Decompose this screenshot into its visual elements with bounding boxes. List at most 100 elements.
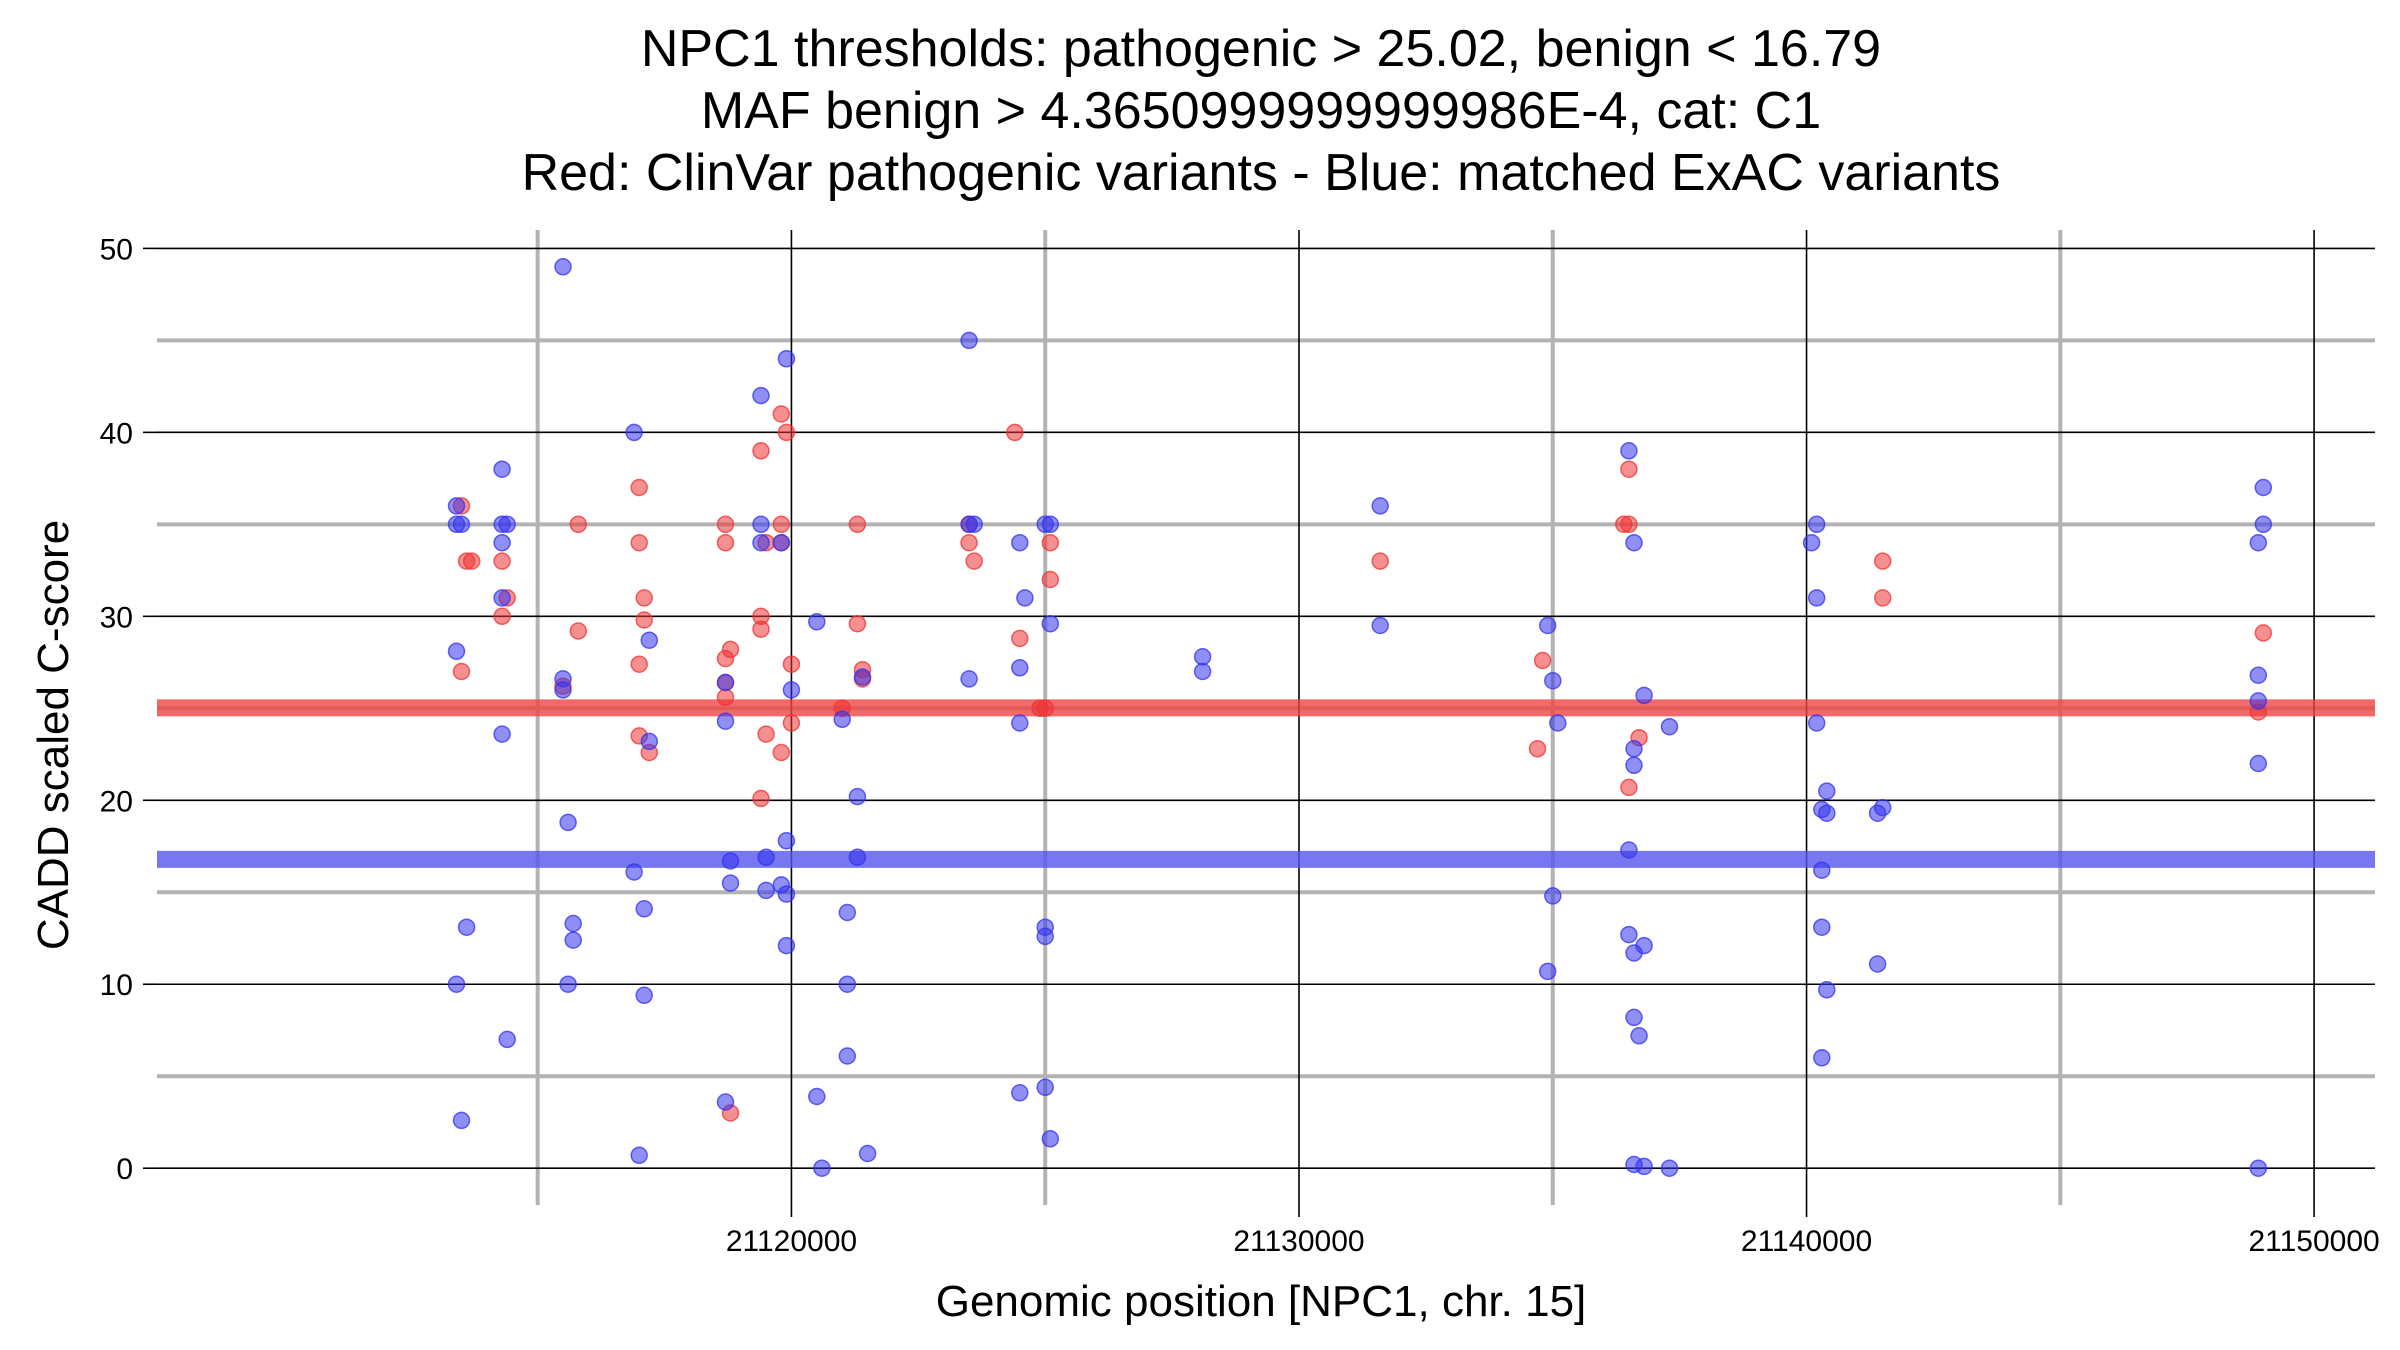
exac-matched-point bbox=[554, 681, 572, 699]
exac-matched-point bbox=[716, 673, 735, 692]
clinvar-pathogenic-point bbox=[2254, 624, 2273, 642]
exac-matched-point bbox=[813, 1159, 831, 1177]
clinvar-pathogenic-point bbox=[1011, 629, 1029, 648]
exac-matched-point bbox=[772, 533, 791, 552]
exac-matched-point bbox=[640, 732, 659, 751]
data-points bbox=[447, 258, 2273, 1177]
exac-matched-point bbox=[1011, 659, 1029, 677]
exac-matched-point bbox=[2249, 754, 2268, 773]
clinvar-pathogenic-point bbox=[721, 640, 740, 659]
clinvar-pathogenic-point bbox=[630, 655, 648, 673]
exac-matched-point bbox=[838, 975, 857, 993]
exac-matched-point bbox=[457, 918, 476, 936]
exac-matched-point bbox=[752, 533, 770, 552]
chart-title-line-1: NPC1 thresholds: pathogenic > 25.02, ben… bbox=[641, 20, 1881, 78]
exac-matched-point bbox=[630, 1146, 648, 1165]
exac-matched-point bbox=[2249, 666, 2268, 684]
clinvar-pathogenic-point bbox=[1873, 589, 1892, 607]
exac-matched-point bbox=[625, 863, 643, 881]
y-axis-title: CADD scaled C-score bbox=[29, 520, 78, 950]
exac-matched-point bbox=[1625, 740, 1643, 758]
exac-matched-point bbox=[960, 670, 978, 688]
y-tick-label: 10 bbox=[100, 969, 133, 1002]
exac-matched-point bbox=[2249, 692, 2268, 710]
clinvar-pathogenic-point bbox=[630, 478, 648, 497]
exac-matched-point bbox=[716, 712, 735, 730]
major-gridlines bbox=[157, 230, 2375, 1205]
exac-matched-point bbox=[1625, 1008, 1643, 1027]
clinvar-pathogenic-point bbox=[716, 533, 735, 552]
exac-matched-point bbox=[853, 668, 872, 686]
exac-matched-point bbox=[757, 848, 775, 867]
exac-matched-point bbox=[635, 986, 653, 1005]
exac-matched-point bbox=[554, 258, 572, 276]
clinvar-pathogenic-point bbox=[635, 589, 653, 607]
exac-matched-point bbox=[777, 832, 796, 850]
exac-matched-point bbox=[1625, 533, 1643, 552]
exac-matched-point bbox=[808, 613, 826, 631]
exac-matched-point bbox=[1011, 1084, 1029, 1102]
clinvar-pathogenic-point bbox=[1041, 533, 1060, 552]
exac-matched-point bbox=[559, 975, 577, 993]
clinvar-pathogenic-point bbox=[1006, 423, 1024, 442]
clinvar-pathogenic-point bbox=[752, 789, 770, 808]
exac-matched-point bbox=[1813, 918, 1831, 936]
exac-matched-point bbox=[716, 1093, 735, 1111]
clinvar-pathogenic-point bbox=[635, 611, 653, 629]
clinvar-pathogenic-point bbox=[848, 515, 867, 534]
clinvar-pathogenic-point bbox=[1620, 515, 1638, 534]
exac-matched-point bbox=[721, 852, 740, 870]
exac-matched-point bbox=[838, 1047, 857, 1065]
exac-matched-point bbox=[2254, 515, 2273, 534]
exac-matched-point bbox=[559, 813, 577, 832]
clinvar-pathogenic-point bbox=[757, 725, 775, 743]
clinvar-pathogenic-point bbox=[1371, 552, 1389, 570]
clinvar-pathogenic-point bbox=[630, 533, 648, 552]
exac-matched-point bbox=[1818, 782, 1836, 800]
exac-matched-point bbox=[1630, 1027, 1648, 1045]
exac-matched-point bbox=[1036, 927, 1054, 946]
x-tick-label: 21140000 bbox=[1741, 1225, 1872, 1258]
exac-matched-point bbox=[2254, 478, 2273, 497]
exac-matched-point bbox=[782, 681, 801, 699]
exac-matched-point bbox=[1544, 671, 1562, 690]
exac-matched-point bbox=[848, 787, 867, 806]
clinvar-pathogenic-point bbox=[716, 515, 735, 534]
exac-matched-point bbox=[1807, 714, 1826, 732]
exac-matched-point bbox=[965, 515, 983, 534]
clinvar-pathogenic-point bbox=[493, 607, 511, 626]
exac-matched-point bbox=[777, 350, 796, 368]
clinvar-pathogenic-point bbox=[1528, 740, 1547, 758]
y-axis: 0 10 20 30 40 50 bbox=[100, 233, 157, 1186]
exac-matched-point bbox=[1011, 533, 1029, 552]
chart-title: NPC1 thresholds: pathogenic > 25.02, ben… bbox=[522, 20, 2001, 202]
exac-matched-point bbox=[452, 515, 471, 534]
exac-matched-point bbox=[777, 936, 796, 955]
exac-matched-point bbox=[1620, 442, 1638, 460]
plot-area bbox=[157, 230, 2375, 1205]
exac-matched-point bbox=[1660, 717, 1679, 736]
exac-matched-point bbox=[1193, 662, 1212, 681]
clinvar-pathogenic-point bbox=[772, 515, 791, 534]
threshold-lines bbox=[157, 699, 2375, 868]
clinvar-pathogenic-point bbox=[848, 614, 867, 633]
chart-title-line-2: MAF benign > 4.3650999999999986E-4, cat:… bbox=[701, 82, 1821, 140]
exac-matched-point bbox=[625, 423, 643, 442]
clinvar-pathogenic-point bbox=[569, 622, 588, 640]
clinvar-pathogenic-point bbox=[1036, 699, 1054, 718]
exac-matched-point bbox=[858, 1144, 877, 1163]
y-tick-label: 20 bbox=[100, 785, 133, 818]
exac-matched-point bbox=[1635, 936, 1653, 955]
minor-gridlines bbox=[157, 230, 2375, 1205]
exac-matched-point bbox=[833, 710, 851, 729]
exac-matched-point bbox=[1036, 1078, 1054, 1097]
exac-matched-point bbox=[1635, 686, 1653, 705]
x-tick-label: 21130000 bbox=[1233, 1225, 1364, 1258]
exac-matched-point bbox=[1538, 962, 1557, 981]
exac-matched-point bbox=[838, 903, 857, 922]
exac-matched-point bbox=[721, 874, 740, 892]
y-tick-label: 30 bbox=[100, 601, 133, 634]
chart-title-line-3: Red: ClinVar pathogenic variants - Blue:… bbox=[522, 144, 2001, 202]
exac-matched-point bbox=[1818, 804, 1836, 822]
